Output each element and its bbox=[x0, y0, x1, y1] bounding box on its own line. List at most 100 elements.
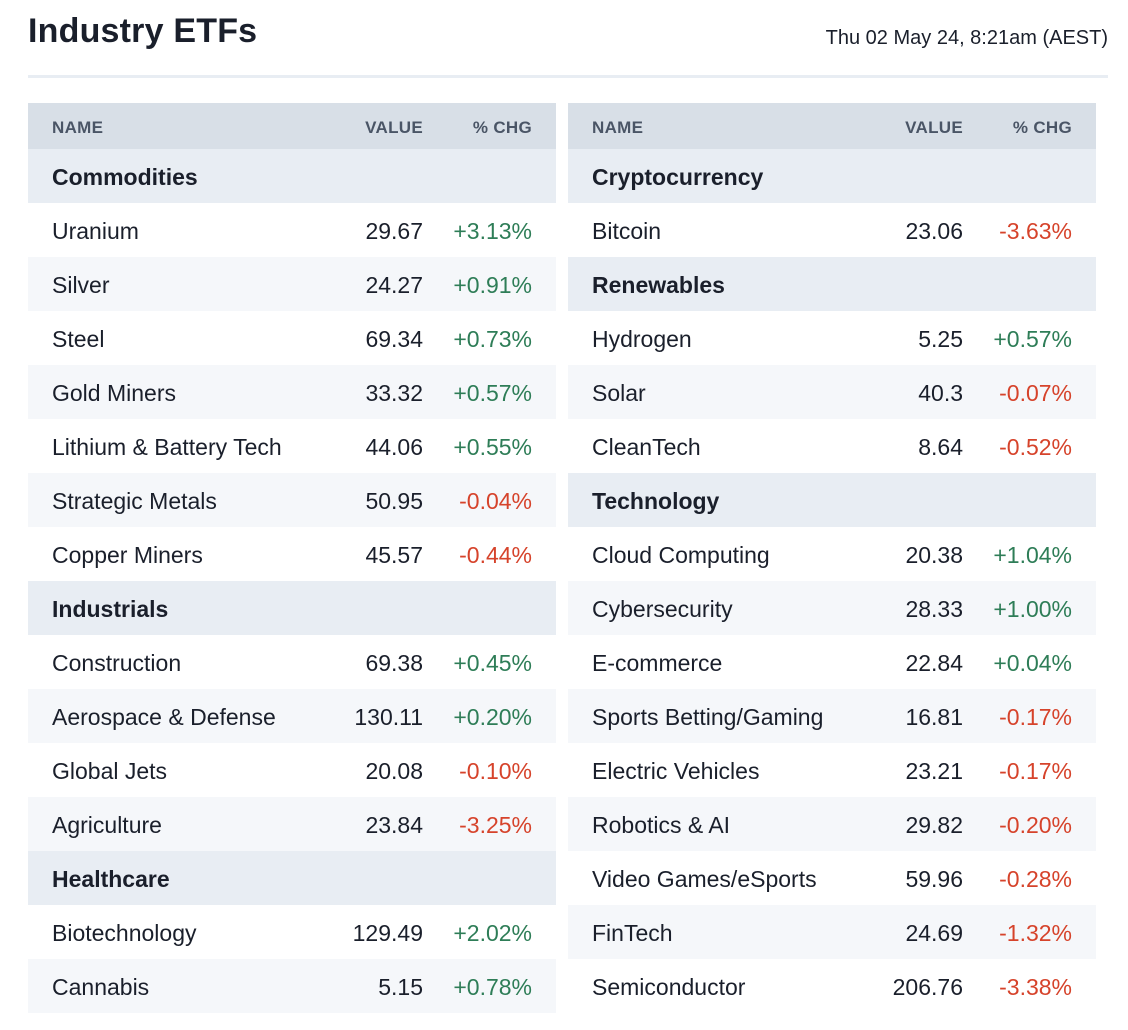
table-row[interactable]: Aerospace & Defense 130.11 +0.20% bbox=[28, 689, 556, 743]
etf-name[interactable]: Electric Vehicles bbox=[592, 758, 760, 784]
etf-percent-change: +0.20% bbox=[453, 704, 532, 730]
etf-name[interactable]: Bitcoin bbox=[592, 218, 662, 244]
category-row: Industrials bbox=[28, 581, 556, 635]
etf-percent-change: -0.10% bbox=[459, 758, 532, 784]
table-row[interactable]: Agriculture 23.84 -3.25% bbox=[28, 797, 556, 851]
table-row[interactable]: Silver 24.27 +0.91% bbox=[28, 257, 556, 311]
column-header-name[interactable]: NAME bbox=[592, 118, 644, 137]
category-label: Technology bbox=[592, 488, 720, 514]
table-row[interactable]: CleanTech 8.64 -0.52% bbox=[568, 419, 1096, 473]
table-row[interactable]: Construction 69.38 +0.45% bbox=[28, 635, 556, 689]
etf-name[interactable]: Copper Miners bbox=[52, 542, 203, 568]
etf-value: 23.84 bbox=[365, 812, 423, 838]
etf-value: 45.57 bbox=[365, 542, 423, 568]
etf-name[interactable]: Hydrogen bbox=[592, 326, 692, 352]
etf-value: 44.06 bbox=[365, 434, 423, 460]
category-label: Healthcare bbox=[52, 866, 170, 892]
table-row[interactable]: Sports Betting/Gaming 16.81 -0.17% bbox=[568, 689, 1096, 743]
page-header: Industry ETFs Thu 02 May 24, 8:21am (AES… bbox=[28, 0, 1108, 78]
etf-name[interactable]: CleanTech bbox=[592, 434, 701, 460]
table-row[interactable]: Electric Vehicles 23.21 -0.17% bbox=[568, 743, 1096, 797]
etf-percent-change: -0.17% bbox=[999, 758, 1072, 784]
etf-value: 20.08 bbox=[365, 758, 423, 784]
etf-percent-change: +1.04% bbox=[993, 542, 1072, 568]
etf-percent-change: -0.28% bbox=[999, 866, 1072, 892]
column-header-chg[interactable]: % CHG bbox=[472, 118, 532, 137]
etf-value: 59.96 bbox=[905, 866, 963, 892]
table-row[interactable]: FinTech 24.69 -1.32% bbox=[568, 905, 1096, 959]
etf-percent-change: -0.17% bbox=[999, 704, 1072, 730]
table-row[interactable]: Bitcoin 23.06 -3.63% bbox=[568, 203, 1096, 257]
etf-name[interactable]: Steel bbox=[52, 326, 105, 352]
etf-value: 206.76 bbox=[892, 974, 963, 1000]
table-body: Cryptocurrency Bitcoin 23.06 -3.63% Renewabl… bbox=[568, 149, 1096, 1013]
etf-name[interactable]: FinTech bbox=[592, 920, 673, 946]
etf-value: 24.69 bbox=[905, 920, 963, 946]
etf-value: 28.33 bbox=[905, 596, 963, 622]
column-header-value[interactable]: VALUE bbox=[365, 118, 423, 137]
table-row[interactable]: Steel 69.34 +0.73% bbox=[28, 311, 556, 365]
table-row[interactable]: Lithium & Battery Tech 44.06 +0.55% bbox=[28, 419, 556, 473]
table-body: Commodities Uranium 29.67 +3.13% Silver 24.27… bbox=[28, 149, 556, 1013]
etf-percent-change: +1.00% bbox=[993, 596, 1072, 622]
etf-name[interactable]: Silver bbox=[52, 272, 110, 298]
category-row: Renewables bbox=[568, 257, 1096, 311]
etf-value: 8.64 bbox=[918, 434, 963, 460]
etf-name[interactable]: E-commerce bbox=[592, 650, 723, 676]
column-header-value[interactable]: VALUE bbox=[905, 118, 963, 137]
etf-name[interactable]: Semiconductor bbox=[592, 974, 746, 1000]
table-row[interactable]: Hydrogen 5.25 +0.57% bbox=[568, 311, 1096, 365]
etf-name[interactable]: Solar bbox=[592, 380, 646, 406]
etf-value: 29.82 bbox=[905, 812, 963, 838]
etf-value: 5.15 bbox=[378, 974, 423, 1000]
etf-name[interactable]: Cannabis bbox=[52, 974, 150, 1000]
table-row[interactable]: Semiconductor 206.76 -3.38% bbox=[568, 959, 1096, 1013]
etf-percent-change: -0.20% bbox=[999, 812, 1072, 838]
table-row[interactable]: Video Games/eSports 59.96 -0.28% bbox=[568, 851, 1096, 905]
table-row[interactable]: Cannabis 5.15 +0.78% bbox=[28, 959, 556, 1013]
etf-value: 23.06 bbox=[905, 218, 963, 244]
etf-name[interactable]: Construction bbox=[52, 650, 182, 676]
etf-value: 20.38 bbox=[905, 542, 963, 568]
column-header-chg[interactable]: % CHG bbox=[1012, 118, 1072, 137]
etf-percent-change: +0.57% bbox=[993, 326, 1072, 352]
etf-value: 5.25 bbox=[918, 326, 963, 352]
etf-percent-change: -0.04% bbox=[459, 488, 532, 514]
etf-name[interactable]: Sports Betting/Gaming bbox=[592, 704, 824, 730]
table-row[interactable]: Gold Miners 33.32 +0.57% bbox=[28, 365, 556, 419]
table-row[interactable]: Global Jets 20.08 -0.10% bbox=[28, 743, 556, 797]
etf-name[interactable]: Global Jets bbox=[52, 758, 168, 784]
etf-name[interactable]: Gold Miners bbox=[52, 380, 176, 406]
etf-percent-change: +0.78% bbox=[453, 974, 532, 1000]
etf-name[interactable]: Video Games/eSports bbox=[592, 866, 817, 892]
etf-value: 50.95 bbox=[365, 488, 423, 514]
etf-name[interactable]: Uranium bbox=[52, 218, 139, 244]
table-row[interactable]: E-commerce 22.84 +0.04% bbox=[568, 635, 1096, 689]
etf-name[interactable]: Cloud Computing bbox=[592, 542, 770, 568]
table-row[interactable]: Biotechnology 129.49 +2.02% bbox=[28, 905, 556, 959]
table-row[interactable]: Solar 40.3 -0.07% bbox=[568, 365, 1096, 419]
table-row[interactable]: Robotics & AI 29.82 -0.20% bbox=[568, 797, 1096, 851]
etf-value: 69.34 bbox=[365, 326, 423, 352]
table-row[interactable]: Uranium 29.67 +3.13% bbox=[28, 203, 556, 257]
table-row[interactable]: Copper Miners 45.57 -0.44% bbox=[28, 527, 556, 581]
table-row[interactable]: Strategic Metals 50.95 -0.04% bbox=[28, 473, 556, 527]
etf-name[interactable]: Aerospace & Defense bbox=[52, 704, 276, 730]
etf-percent-change: +0.91% bbox=[453, 272, 532, 298]
category-label: Cryptocurrency bbox=[592, 164, 764, 190]
table-row[interactable]: Cybersecurity 28.33 +1.00% bbox=[568, 581, 1096, 635]
column-header-name[interactable]: NAME bbox=[52, 118, 104, 137]
timestamp: Thu 02 May 24, 8:21am (AEST) bbox=[825, 27, 1108, 49]
etf-value: 33.32 bbox=[365, 380, 423, 406]
etf-value: 22.84 bbox=[905, 650, 963, 676]
etf-name[interactable]: Agriculture bbox=[52, 812, 162, 838]
category-label: Industrials bbox=[52, 596, 169, 622]
etf-name[interactable]: Robotics & AI bbox=[592, 812, 731, 838]
table-row[interactable]: Cloud Computing 20.38 +1.04% bbox=[568, 527, 1096, 581]
etf-name[interactable]: Strategic Metals bbox=[52, 488, 217, 514]
etf-name[interactable]: Biotechnology bbox=[52, 920, 197, 946]
etf-value: 40.3 bbox=[918, 380, 963, 406]
etf-percent-change: +2.02% bbox=[453, 920, 532, 946]
etf-name[interactable]: Lithium & Battery Tech bbox=[52, 434, 282, 460]
etf-name[interactable]: Cybersecurity bbox=[592, 596, 733, 622]
